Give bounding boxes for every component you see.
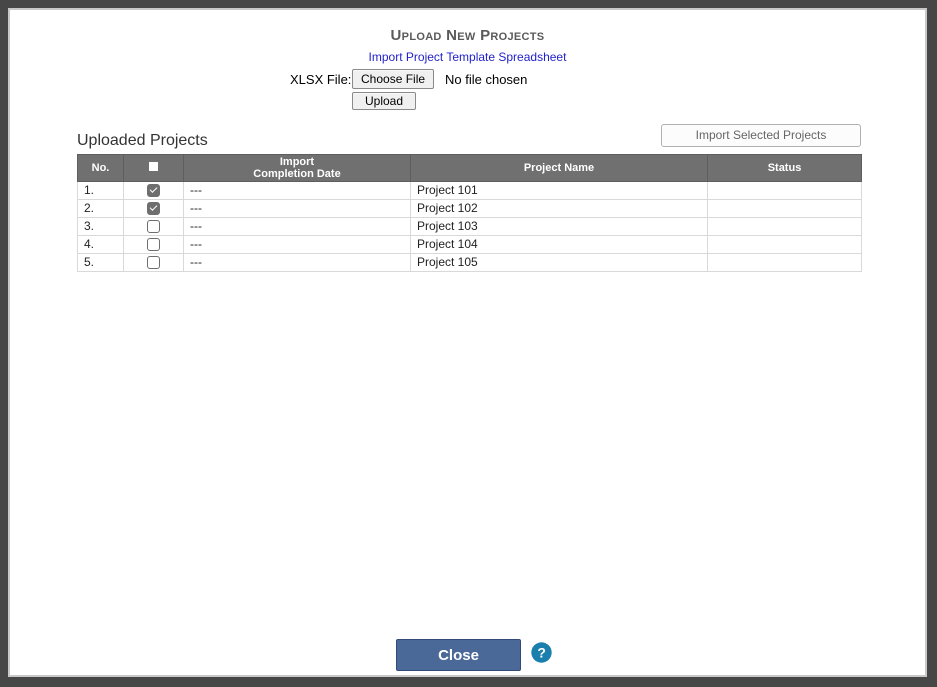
svg-text:?: ? bbox=[538, 644, 547, 660]
